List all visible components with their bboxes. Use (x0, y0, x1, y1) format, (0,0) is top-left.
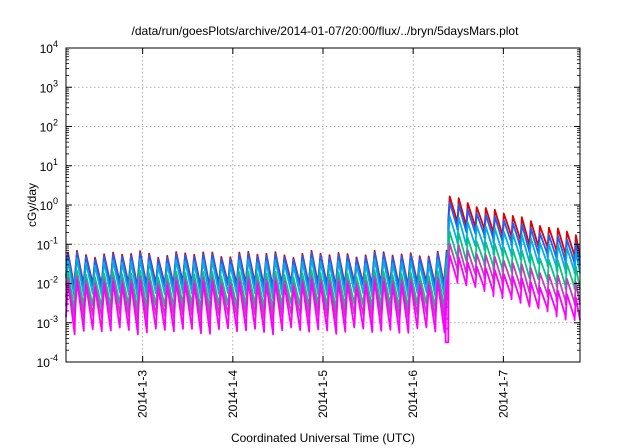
y-tick-label: 100 (40, 196, 58, 213)
x-tick-label: 2014-1-4 (226, 370, 240, 418)
y-tick-label: 10-1 (37, 235, 58, 252)
x-axis-label: Coordinated Universal Time (UTC) (231, 431, 415, 445)
x-tick-label: 2014-1-3 (136, 370, 150, 418)
y-tick-label: 104 (40, 39, 58, 56)
series-line-6 (65, 254, 581, 344)
y-tick-label: 101 (40, 157, 58, 174)
y-tick-label: 10-3 (37, 314, 58, 331)
y-tick-label: 10-4 (37, 353, 58, 370)
y-tick-label: 10-2 (37, 275, 58, 292)
data-series-group (65, 195, 581, 344)
series-line-3 (65, 215, 581, 308)
grid-lines (66, 48, 580, 362)
x-tick-label: 2014-1-7 (496, 370, 510, 418)
y-tick-label: 103 (40, 78, 58, 95)
chart-title: /data/run/goesPlots/archive/2014-01-07/2… (132, 24, 520, 38)
y-axis: 10-4 10-3 10-2 10-1 100 101 102 103 104 (37, 39, 580, 370)
x-axis: 2014-1-3 2014-1-4 2014-1-5 2014-1-6 2014-1-7 (136, 48, 510, 418)
x-tick-label: 2014-1-6 (406, 370, 420, 418)
x-tick-label: 2014-1-5 (316, 370, 330, 418)
y-axis-label: cGy/day (25, 183, 39, 227)
y-tick-label: 102 (40, 118, 58, 135)
